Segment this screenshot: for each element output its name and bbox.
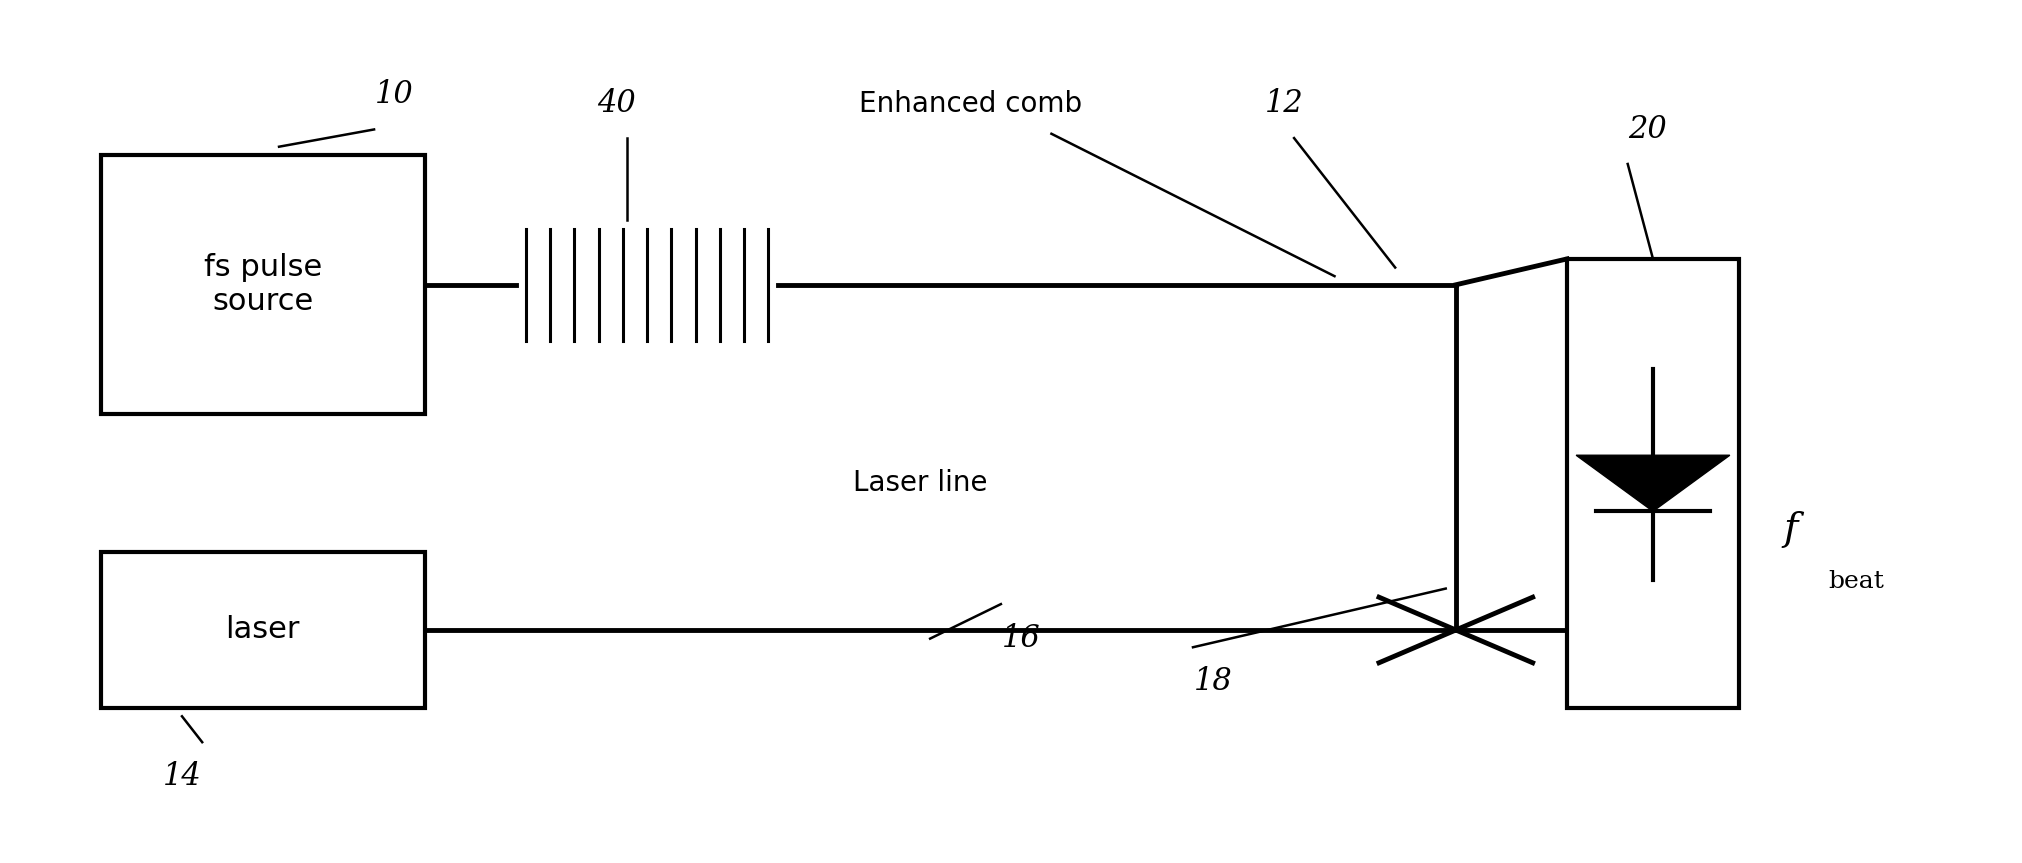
- Text: Enhanced comb: Enhanced comb: [859, 90, 1082, 117]
- Text: 10: 10: [374, 79, 415, 110]
- Polygon shape: [1577, 456, 1731, 511]
- Text: 40: 40: [596, 88, 637, 119]
- Text: 12: 12: [1264, 88, 1304, 119]
- Bar: [101, 552, 425, 708]
- Text: 20: 20: [1628, 114, 1668, 145]
- Text: 16: 16: [1001, 623, 1041, 654]
- Text: fs pulse
source: fs pulse source: [204, 254, 321, 316]
- Text: 18: 18: [1193, 666, 1233, 697]
- Text: f: f: [1783, 511, 1798, 548]
- Text: 14: 14: [162, 761, 202, 792]
- Bar: [101, 155, 425, 414]
- Text: Laser line: Laser line: [853, 469, 987, 497]
- Bar: [1567, 259, 1739, 708]
- Text: laser: laser: [226, 615, 299, 645]
- Text: beat: beat: [1828, 570, 1885, 593]
